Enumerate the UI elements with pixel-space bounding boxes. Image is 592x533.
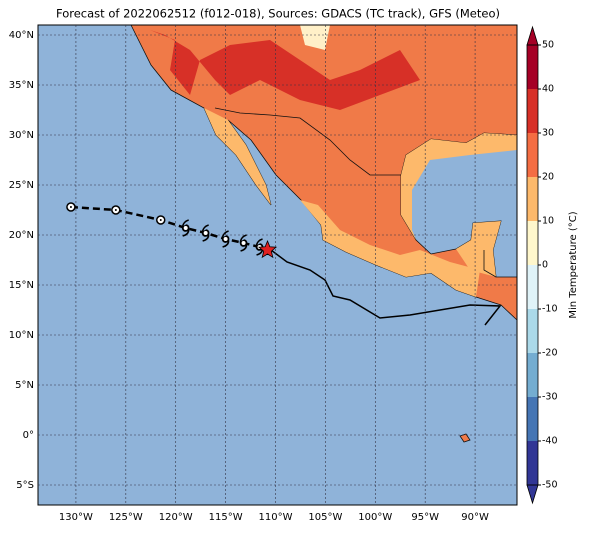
colorbar-tick-label: -30 <box>542 392 558 403</box>
colorbar-bottom <box>526 484 539 505</box>
colorbar-bin <box>527 177 538 221</box>
colorbar-bin <box>527 397 538 441</box>
track-star <box>257 239 278 259</box>
y-tick-label: 15°N <box>9 280 34 291</box>
colorbar-bin <box>527 133 538 177</box>
x-tick-label: 100°W <box>358 512 392 523</box>
colorbar-tick-label: 50 <box>542 40 554 51</box>
colorbar-bin <box>527 309 538 353</box>
colorbar-bin <box>527 265 538 309</box>
land <box>130 24 518 443</box>
x-tick-label: 125°W <box>109 512 143 523</box>
x-tick-label: 95°W <box>411 512 439 523</box>
x-tick-label: 105°W <box>308 512 342 523</box>
colorbar-tick-label: 40 <box>542 84 554 95</box>
chart-title: Forecast of 2022062512 (f012-018), Sourc… <box>56 7 500 21</box>
y-tick-label: 30°N <box>9 130 34 141</box>
colorbar-bin <box>527 353 538 397</box>
map-frame <box>37 24 518 506</box>
y-tick-label: 5°N <box>15 380 34 391</box>
x-tick-label: 115°W <box>209 512 243 523</box>
colorbar-top <box>526 25 539 46</box>
y-tick-label: 40°N <box>9 30 34 41</box>
storm-center <box>182 225 189 231</box>
colorbar-tick-label: -20 <box>542 348 558 359</box>
colorbar-bin <box>527 45 538 89</box>
y-tick-label: 35°N <box>9 80 34 91</box>
y-tick-label: 5°S <box>16 480 34 491</box>
x-tick-label: 130°W <box>59 512 93 523</box>
track-dot <box>114 209 117 211</box>
y-tick-label: 20°N <box>9 230 34 241</box>
x-tick-label: 90°W <box>461 512 489 523</box>
y-tick-label: 10°N <box>9 330 34 341</box>
storm-center <box>202 230 209 236</box>
colorbar-tick-label: -40 <box>542 436 558 447</box>
x-tick-label: 120°W <box>159 512 193 523</box>
x-tick-label: 110°W <box>259 512 293 523</box>
storm-center <box>222 236 229 242</box>
colorbar-tick-label: 10 <box>542 216 554 227</box>
track-dot <box>69 206 72 208</box>
y-tick-label: 25°N <box>9 180 34 191</box>
track-dot <box>159 219 162 221</box>
colorbar-tick-label: 30 <box>542 128 554 139</box>
y-tick-label: 0° <box>23 430 34 441</box>
colorbar-tick-label: 0 <box>542 260 548 271</box>
colorbar-tick-label: 20 <box>542 172 554 183</box>
storm-center <box>240 240 247 246</box>
colorbar-label: Min Temperature (°C) <box>568 211 579 318</box>
colorbar-tick-label: -50 <box>542 480 558 491</box>
colorbar-bin <box>527 441 538 485</box>
colorbar-bin <box>527 89 538 133</box>
colorbar-bin <box>527 221 538 265</box>
colorbar-tick-label: -10 <box>542 304 558 315</box>
